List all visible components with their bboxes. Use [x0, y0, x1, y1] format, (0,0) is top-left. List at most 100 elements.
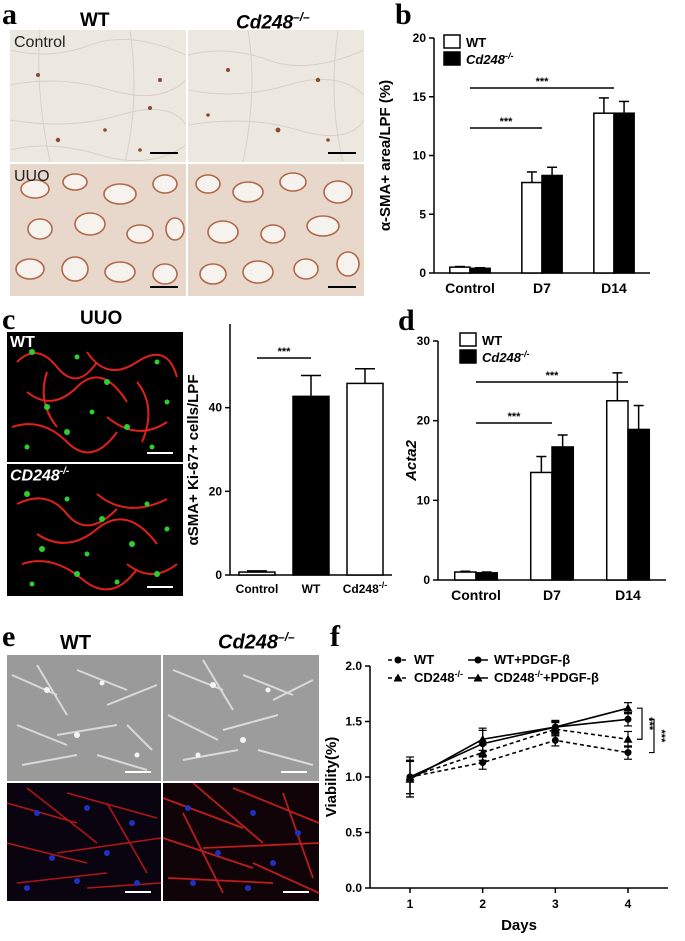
- chart-c-x-tick-label: Cd248-/-: [343, 580, 388, 596]
- panel-a-col-wt-label: WT: [80, 10, 110, 31]
- ihc-uuo-ko-image: [188, 164, 364, 296]
- chart-d-bar-wt: [453, 571, 477, 581]
- chart-f-point: [623, 734, 633, 743]
- phase-wt-image: [7, 655, 161, 781]
- chart-f-y-axis-label: Viability(%): [323, 737, 340, 818]
- chart-c-y-tick-label: 20: [209, 484, 223, 498]
- panel-b-letter: b: [395, 0, 412, 31]
- chart-b-x-tick-label: D14: [601, 280, 627, 296]
- panel-d-letter: d: [398, 304, 415, 337]
- panel-c-row-ko-label: CD248-/-: [10, 466, 70, 485]
- chart-b-legend-swatch-wt: [443, 34, 461, 49]
- chart-f-x-tick-label: 1: [407, 897, 414, 911]
- chart-d-legend-label: WT: [482, 333, 502, 348]
- if-culture-wt-image: [7, 783, 161, 901]
- chart-f-legend-label: CD248-/-: [414, 669, 463, 685]
- chart-d-legend-swatch-wt: [459, 332, 477, 347]
- chart-f-point: [405, 774, 415, 783]
- scale-bar: [150, 286, 178, 288]
- chart-c-y-axis-label: αSMA+ Ki-67+ cells/LPF: [186, 375, 202, 546]
- chart-f-legend-label: CD248-/-+PDGF-β: [494, 669, 599, 685]
- chart-d-bar-wt: [605, 400, 629, 581]
- chart-f-significance-label: ***: [643, 717, 655, 731]
- chart-d-legend-swatch-ko: [459, 349, 477, 364]
- chart-d-y-tick-label: 30: [417, 334, 431, 348]
- chart-c-x-tick-label: WT: [302, 582, 321, 596]
- chart-b-bar-ko: [613, 112, 635, 274]
- chart-c-y-tick-label: 0: [215, 568, 222, 582]
- ihc-control-wt-image: Control: [10, 30, 186, 162]
- chart-d-bar-ko: [475, 572, 499, 581]
- phase-wt-svg: [7, 655, 161, 781]
- chart-b-bar-wt: [521, 181, 543, 274]
- chart-f-y-tick-label: 1.0: [345, 770, 362, 784]
- chart-c-significance-label: ***: [278, 346, 292, 358]
- panel-c-row-wt-label: WT: [10, 334, 35, 351]
- chart-f-series-line: [409, 739, 629, 778]
- ihc-uuo-wt-image: UUO: [10, 164, 186, 296]
- panel-a-letter: a: [2, 0, 17, 31]
- ihc-uuo-wt-svg: [10, 164, 186, 296]
- chart-d-bar-wt: [529, 471, 553, 581]
- chart-b-y-axis-label: α-SMA+ area/LPF (%): [377, 80, 394, 231]
- if-culture-ko-image: [163, 783, 319, 901]
- chart-d-y-tick-label: 0: [423, 573, 430, 587]
- scale-bar: [150, 152, 178, 154]
- panel-e-col-ko-label: Cd248–/–: [218, 630, 295, 654]
- chart-b-bar-wt: [449, 266, 471, 274]
- chart-f-x-tick-label: 3: [552, 897, 559, 911]
- chart-b-legend-label: WT: [466, 35, 486, 50]
- chart-c: 0 20 40 Control WT Cd248-/- *** αSMA+ Ki-67+ ce…: [186, 324, 392, 596]
- chart-b-y-tick-label: 10: [413, 149, 427, 163]
- chart-d-bar-ko: [627, 428, 651, 581]
- chart-b-y-tick-label: 5: [419, 207, 426, 221]
- panel-a-row-uuo-label: UUO: [14, 168, 50, 185]
- chart-f-point: [551, 736, 559, 744]
- scale-bar: [125, 891, 151, 893]
- chart-d-y-tick-label: 20: [417, 414, 431, 428]
- if-uuo-wt-svg: [7, 332, 183, 462]
- chart-f-significance-bracket: [649, 718, 655, 754]
- chart-d-bar-ko: [551, 446, 575, 581]
- chart-c-bar: [292, 395, 330, 576]
- chart-c-bar: [238, 571, 276, 576]
- chart-b-bar-wt: [593, 112, 615, 274]
- scale-bar: [283, 891, 309, 893]
- phase-ko-image: [163, 655, 319, 781]
- scale-bar: [328, 286, 356, 288]
- scale-bar: [147, 452, 173, 454]
- phase-ko-svg: [163, 655, 319, 781]
- chart-d-legend-label: Cd248-/-: [482, 349, 530, 365]
- scale-bar: [328, 152, 356, 154]
- if-uuo-ko-image: CD248-/-: [7, 464, 183, 596]
- scale-bar: [281, 771, 307, 773]
- chart-b-y-tick-label: 15: [413, 90, 427, 104]
- chart-f-legend-marker: [394, 656, 402, 664]
- chart-f-y-tick-label: 2.0: [345, 659, 362, 673]
- ihc-control-ko-svg: [188, 30, 364, 162]
- chart-f-x-tick-label: 4: [625, 897, 632, 911]
- chart-f-legend-label: WT: [414, 652, 434, 667]
- chart-f-legend-marker: [473, 673, 483, 682]
- chart-b-x-tick-label: D7: [533, 280, 551, 296]
- chart-f-y-tick-label: 0.5: [345, 826, 362, 840]
- chart-f-y-tick-label: 1.5: [345, 715, 362, 729]
- chart-b-y-tick-label: 0: [419, 266, 426, 280]
- chart-b-bar-ko: [541, 174, 563, 274]
- panel-c-title: UUO: [80, 308, 123, 329]
- chart-b-significance-label: ***: [536, 76, 550, 88]
- chart-f-point: [624, 749, 632, 757]
- chart-f-point: [478, 734, 488, 743]
- panel-e-col-wt-label: WT: [60, 632, 92, 654]
- chart-c-y-tick-label: 40: [209, 401, 223, 415]
- panel-a-col-ko-label: Cd248–/–: [236, 10, 310, 34]
- chart-b-significance-label: ***: [500, 116, 514, 128]
- chart-b: 0 5 10 15 20 Control D7 D14 α-SMA+ area/LPF (%) W…: [377, 31, 650, 296]
- chart-d-y-tick-label: 10: [417, 493, 431, 507]
- chart-f-y-tick-label: 0.0: [345, 881, 362, 895]
- ihc-control-wt-svg: [10, 30, 186, 162]
- chart-f-point: [550, 722, 560, 731]
- chart-f-point: [624, 715, 632, 723]
- scale-bar: [147, 586, 173, 588]
